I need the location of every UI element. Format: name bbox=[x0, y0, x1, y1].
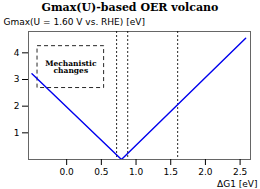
svg-text:4: 4 bbox=[14, 48, 20, 58]
svg-text:1.0: 1.0 bbox=[129, 167, 144, 177]
svg-text:0.5: 0.5 bbox=[94, 167, 108, 177]
svg-text:1.5: 1.5 bbox=[164, 167, 178, 177]
svg-text:Mechanisticchanges: Mechanisticchanges bbox=[45, 59, 97, 76]
svg-text:2.0: 2.0 bbox=[198, 167, 213, 177]
svg-text:Gmax(U = 1.60 V vs. RHE) [eV]: Gmax(U = 1.60 V vs. RHE) [eV] bbox=[4, 17, 145, 27]
html-text:Gmax(U)-based OER volcano: Gmax(U)-based OER volcano bbox=[41, 1, 219, 14]
svg-text:3: 3 bbox=[14, 74, 20, 84]
svg-text:2: 2 bbox=[14, 101, 20, 111]
svg-text:ΔG1 [eV]: ΔG1 [eV] bbox=[217, 179, 257, 189]
svg-text:0.0: 0.0 bbox=[59, 167, 74, 177]
svg-text:2.5: 2.5 bbox=[233, 167, 247, 177]
svg-text:1: 1 bbox=[14, 128, 20, 138]
